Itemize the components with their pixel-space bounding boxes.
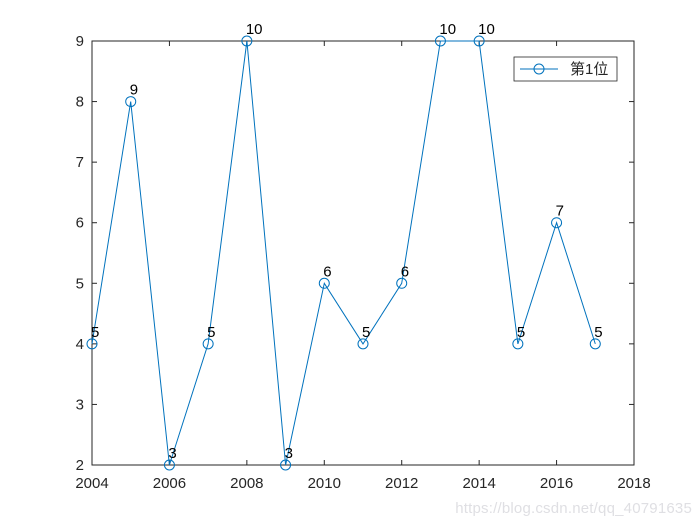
data-point-label: 7	[556, 203, 564, 220]
x-tick-label: 2012	[385, 475, 418, 492]
data-point-label: 10	[246, 21, 263, 38]
data-point-marker	[589, 338, 601, 350]
y-tick-label: 4	[76, 336, 84, 353]
y-tick-label: 6	[76, 215, 84, 232]
data-point-marker	[280, 459, 292, 471]
legend-marker-icon	[533, 63, 545, 75]
x-tick-label: 2016	[540, 475, 573, 492]
data-point-label: 5	[362, 324, 370, 341]
data-point-label: 10	[439, 21, 456, 38]
watermark-url: https://blog.csdn.net/qq_40791635	[455, 500, 692, 517]
y-tick-label: 5	[76, 275, 84, 292]
legend-label: 第1位	[570, 60, 608, 78]
axes-box	[91, 40, 635, 466]
x-tick-label: 2014	[462, 475, 495, 492]
y-tick-label: 9	[76, 33, 84, 50]
x-axis: 2004 2006 2008 2010 2012 2014 2016 2018	[75, 41, 651, 492]
data-point-label: 3	[168, 445, 176, 462]
data-point-label: 5	[207, 324, 215, 341]
data-point-marker	[202, 338, 214, 350]
x-tick-label: 2010	[308, 475, 341, 492]
series-第1位: 5 9 3 5 10 3 6 5 6 10 10 5 7 5	[86, 21, 603, 471]
data-point-marker	[318, 277, 330, 289]
data-point-label: 5	[594, 324, 602, 341]
data-point-label: 5	[91, 324, 99, 341]
data-point-label: 3	[285, 445, 293, 462]
x-tick-label: 2006	[153, 475, 186, 492]
data-point-label: 10	[478, 21, 495, 38]
data-point-marker	[434, 35, 446, 47]
data-point-label: 6	[401, 263, 409, 280]
y-tick-label: 7	[76, 154, 84, 171]
data-point-marker	[512, 338, 524, 350]
y-tick-label: 2	[76, 457, 84, 474]
data-point-marker	[551, 217, 563, 229]
x-tick-label: 2018	[617, 475, 650, 492]
data-point-marker	[396, 277, 408, 289]
x-tick-label: 2004	[75, 475, 108, 492]
legend: 第1位	[513, 56, 618, 82]
data-point-label: 5	[517, 324, 525, 341]
y-tick-label: 8	[76, 94, 84, 111]
data-point-marker	[163, 459, 175, 471]
data-point-marker	[86, 338, 98, 350]
x-tick-label: 2008	[230, 475, 263, 492]
data-point-marker	[125, 96, 137, 108]
data-point-marker	[473, 35, 485, 47]
data-point-label: 6	[323, 263, 331, 280]
y-tick-label: 3	[76, 396, 84, 413]
data-point-marker	[357, 338, 369, 350]
plot-line	[91, 40, 596, 466]
data-point-label: 9	[130, 82, 138, 99]
data-point-marker	[241, 35, 253, 47]
